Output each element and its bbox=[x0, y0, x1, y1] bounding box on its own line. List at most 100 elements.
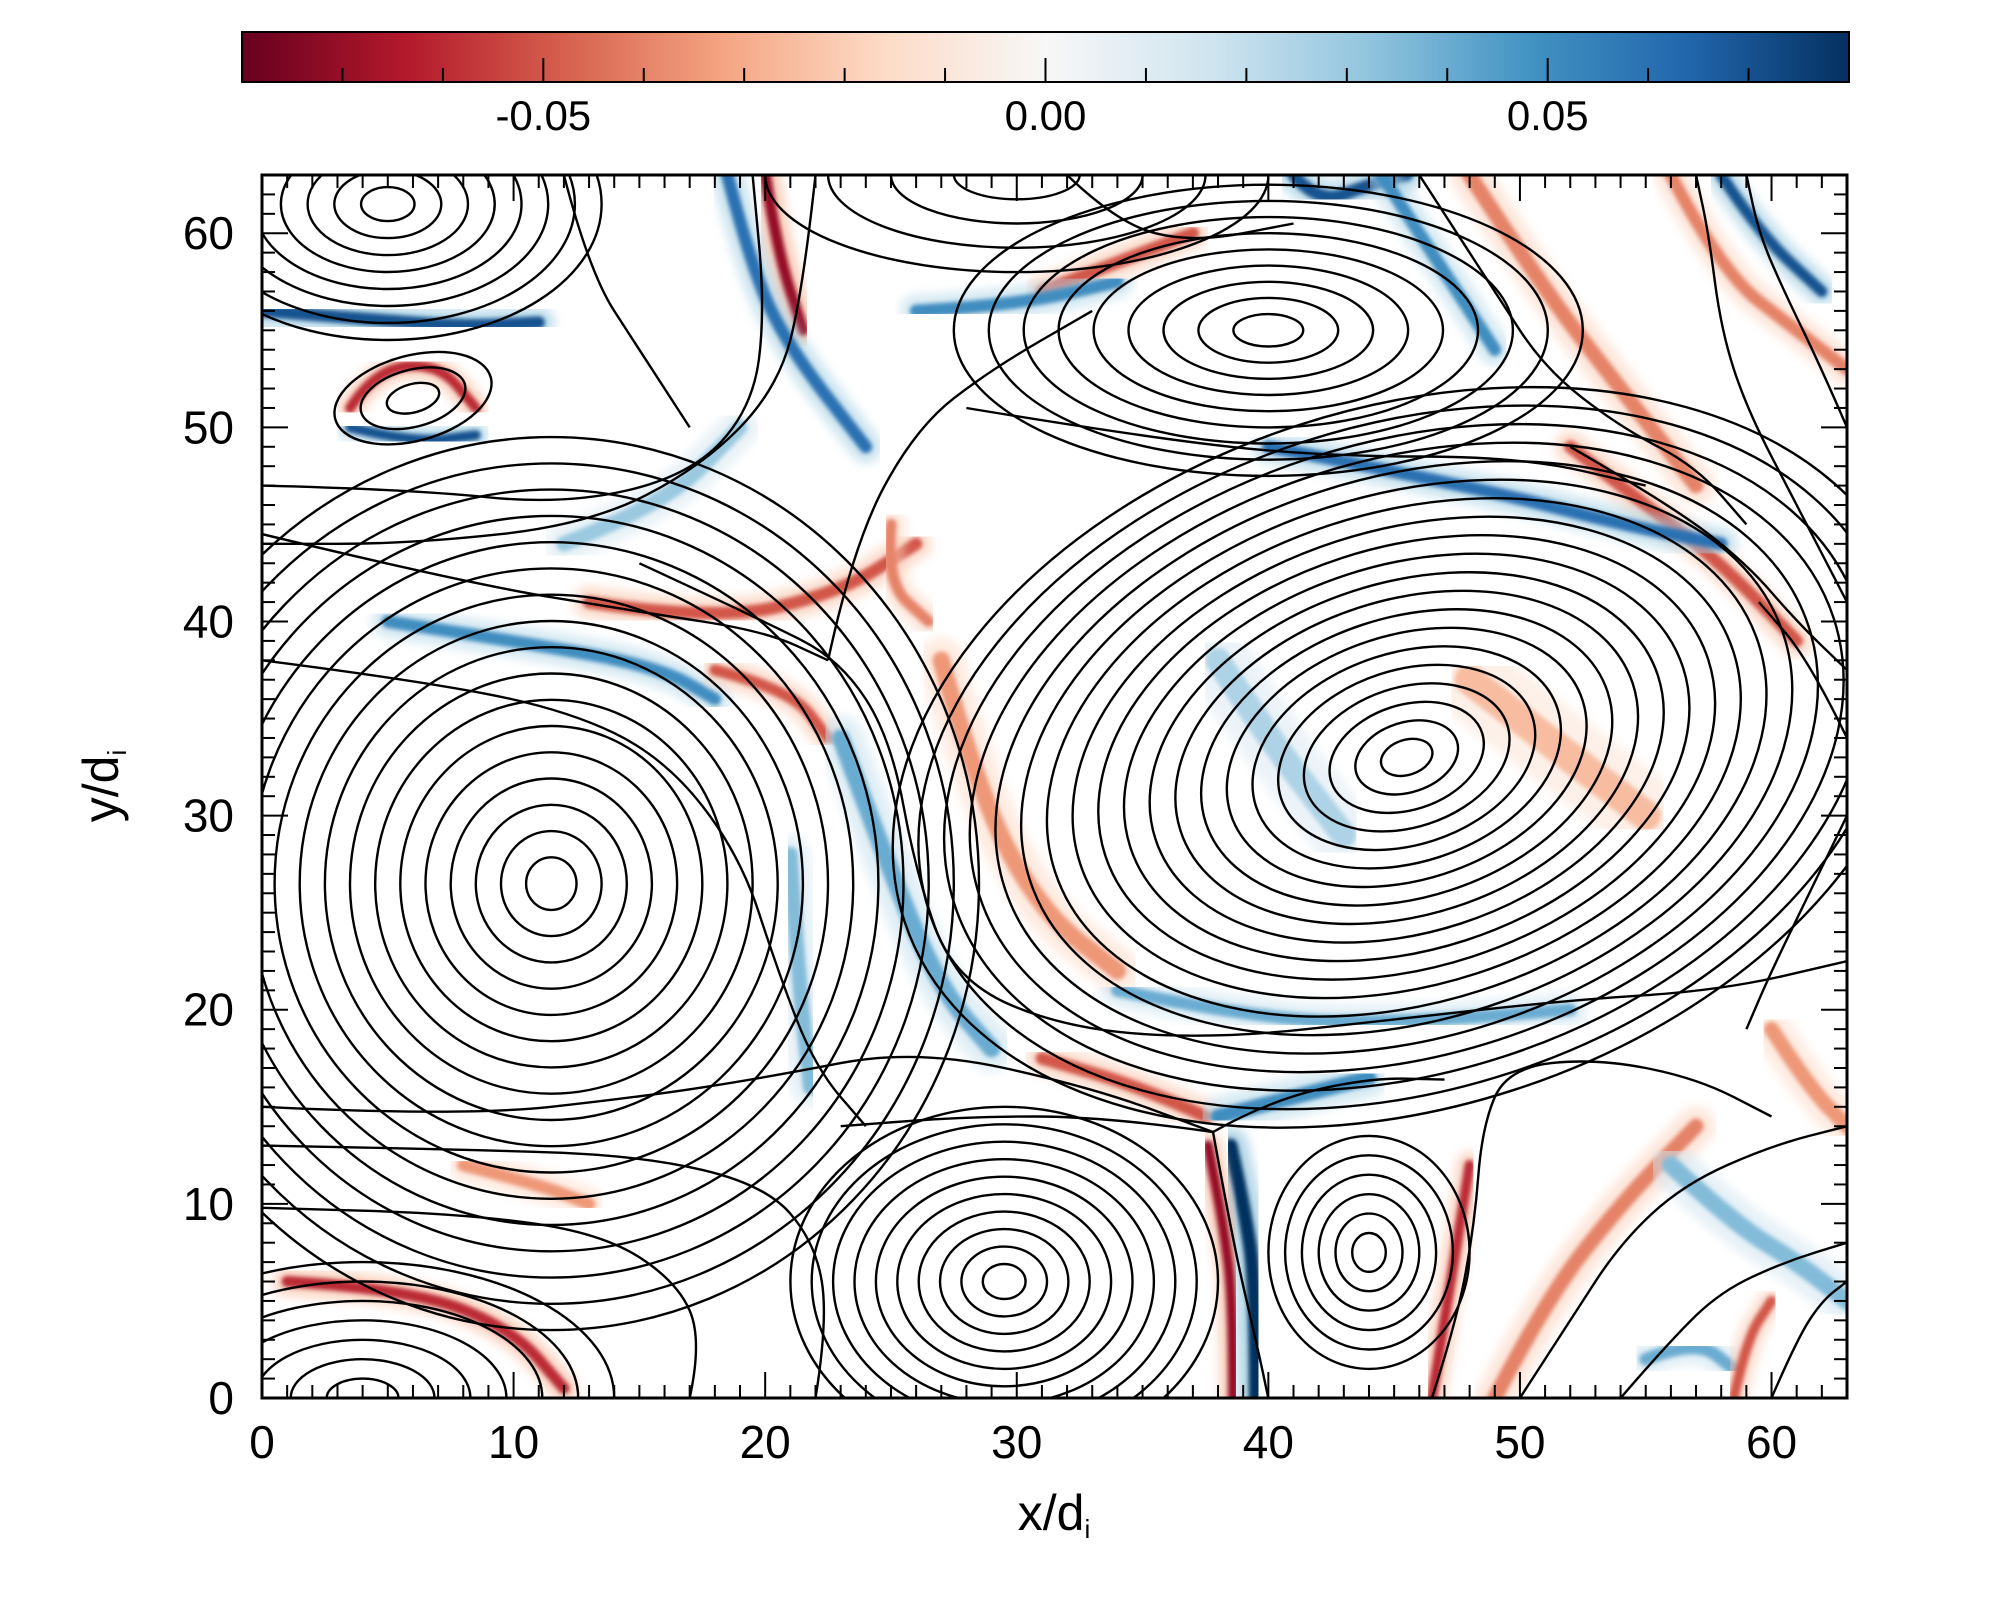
field-line-contour bbox=[1022, 215, 1515, 445]
field-line-contour bbox=[262, 514, 905, 1253]
field-line-contour bbox=[938, 1227, 1070, 1336]
y-tick-label: 30 bbox=[183, 790, 234, 842]
field-line-contour bbox=[1122, 552, 1691, 963]
current-sheet bbox=[1375, 175, 1502, 356]
x-axis-tick-labels: 0 10 20 30 40 50 60 bbox=[249, 1416, 1797, 1468]
field-line-open bbox=[1430, 1060, 1773, 1398]
colorbar-ticks bbox=[241, 58, 1850, 82]
current-sheet bbox=[1639, 1341, 1741, 1376]
field-line-contour bbox=[1302, 682, 1511, 833]
colorbar-tick-labels: -0.05 0.00 0.05 bbox=[495, 92, 1588, 139]
x-tick-label: 30 bbox=[991, 1416, 1042, 1468]
field-line-contour bbox=[262, 1338, 472, 1398]
current-sheet bbox=[709, 664, 834, 744]
field-line-open bbox=[638, 562, 1847, 1037]
plot-frame bbox=[260, 173, 1849, 1400]
current-sheet bbox=[1763, 1021, 1847, 1134]
field-line-open bbox=[262, 175, 817, 545]
field-line-contour bbox=[1162, 280, 1375, 380]
field-line-contour bbox=[262, 175, 577, 325]
field-line-contour bbox=[1197, 296, 1340, 364]
field-line-contour bbox=[1199, 608, 1614, 907]
x-axis-title: x/di bbox=[1018, 1485, 1090, 1544]
field-line-contour bbox=[1317, 1193, 1421, 1312]
x-axis-title-main: x/d bbox=[1018, 1485, 1085, 1541]
field-line-open bbox=[262, 532, 829, 662]
field-line-contour bbox=[359, 366, 467, 431]
current-sheet bbox=[782, 846, 819, 1095]
field-line-contour bbox=[262, 175, 523, 291]
field-line-open bbox=[826, 309, 1093, 661]
y-tick-label: 0 bbox=[208, 1372, 234, 1424]
current-sheet bbox=[831, 729, 1001, 1058]
field-line-contour bbox=[1354, 719, 1460, 796]
field-line-contour bbox=[1071, 515, 1742, 1000]
field-line-contour bbox=[273, 593, 830, 1174]
field-line-contour bbox=[474, 803, 628, 964]
y-tick-label: 20 bbox=[183, 984, 234, 1036]
current-sheet bbox=[721, 175, 873, 454]
field-line-contour bbox=[831, 1140, 1177, 1398]
field-line-contour bbox=[399, 724, 704, 1043]
current-sheet bbox=[457, 1158, 596, 1211]
field-line-contour bbox=[262, 462, 955, 1305]
current-sheet bbox=[381, 615, 722, 706]
current-sheet bbox=[582, 537, 923, 620]
current-sheet bbox=[884, 518, 935, 628]
field-line-contour bbox=[373, 698, 729, 1069]
y-axis-ticks bbox=[262, 174, 1847, 1399]
y-tick-label: 10 bbox=[183, 1178, 234, 1230]
field-line-contour bbox=[1092, 248, 1445, 413]
field-line-open bbox=[966, 406, 1646, 487]
current-sheet bbox=[1262, 440, 1728, 551]
current-sheet bbox=[759, 175, 809, 336]
field-line-contour bbox=[810, 1123, 1198, 1398]
colorbar: -0.05 0.00 0.05 bbox=[241, 31, 1850, 139]
x-tick-label: 40 bbox=[1243, 1416, 1294, 1468]
current-sheet bbox=[909, 275, 1124, 318]
field-line-contour bbox=[1148, 571, 1665, 944]
field-line-contour bbox=[262, 175, 550, 308]
current-sheet bbox=[556, 419, 748, 552]
field-line-contour bbox=[917, 1210, 1091, 1353]
field-line-contour bbox=[262, 1319, 508, 1398]
field-line-open bbox=[1518, 1125, 1847, 1398]
field-line-contour bbox=[1334, 1212, 1404, 1293]
field-line-contours bbox=[262, 175, 1847, 1398]
field-line-contour bbox=[889, 175, 1144, 225]
field-line-contour bbox=[298, 619, 805, 1148]
field-line-contour bbox=[262, 175, 603, 342]
field-line-open bbox=[1569, 445, 1847, 671]
current-sheet bbox=[281, 1275, 570, 1394]
field-line-contour bbox=[789, 1105, 1220, 1398]
current-sheet bbox=[345, 422, 481, 445]
field-line-open bbox=[1066, 175, 1294, 240]
field-line-contour bbox=[1174, 589, 1640, 926]
field-line-contour bbox=[499, 829, 603, 938]
field-line-contour bbox=[874, 1175, 1134, 1388]
field-line-contour bbox=[1379, 737, 1434, 778]
field-line-contour bbox=[896, 1192, 1113, 1371]
y-tick-label: 40 bbox=[183, 595, 234, 647]
field-line-open bbox=[262, 1144, 826, 1398]
current-sheet bbox=[1426, 1159, 1475, 1398]
field-line-contour bbox=[1019, 478, 1794, 1037]
field-line-contour bbox=[1251, 645, 1563, 870]
current-sheet bbox=[1111, 984, 1577, 1028]
field-line-contour bbox=[262, 541, 880, 1227]
x-tick-label: 10 bbox=[488, 1416, 539, 1468]
field-line-contour bbox=[1283, 1154, 1455, 1351]
field-line-contour bbox=[764, 175, 1270, 274]
field-line-contour bbox=[348, 672, 754, 1095]
x-axis-ticks bbox=[261, 175, 1848, 1398]
colorbar-tick-label: 0.05 bbox=[1507, 92, 1589, 139]
colorbar-tick-label: -0.05 bbox=[495, 92, 591, 139]
field-line-contour bbox=[1232, 312, 1305, 348]
field-line-contour bbox=[1328, 700, 1486, 815]
field-line-contour bbox=[891, 385, 1847, 1129]
field-line-contour bbox=[1276, 663, 1537, 852]
field-line-contour bbox=[1127, 264, 1410, 397]
current-sheet bbox=[1487, 1118, 1704, 1398]
x-tick-label: 50 bbox=[1494, 1416, 1545, 1468]
